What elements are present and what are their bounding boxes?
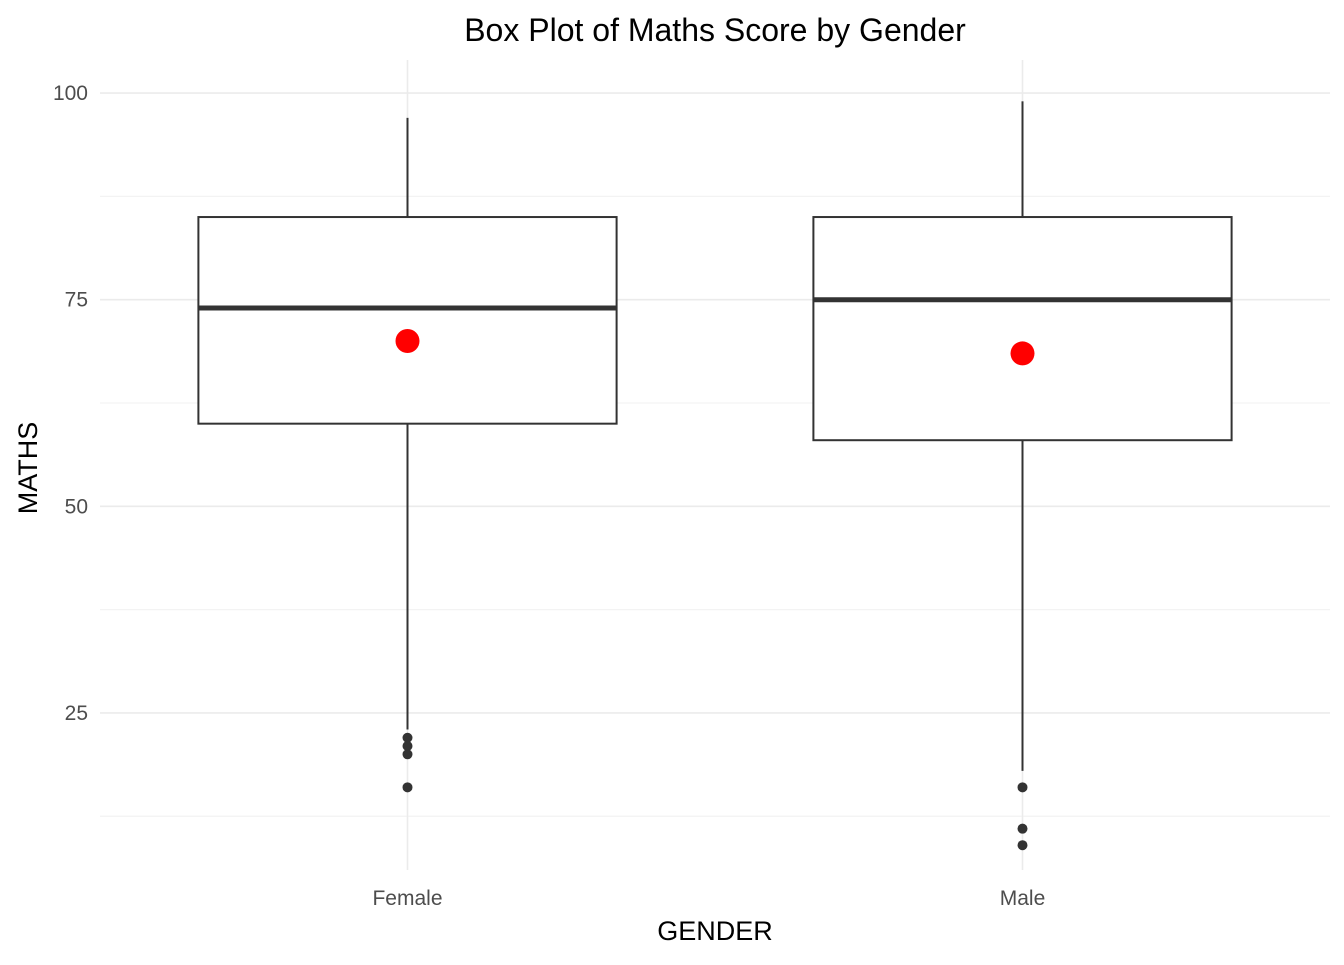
outlier-point bbox=[402, 741, 413, 752]
tick-labels: 25 50 75 100 Female Male bbox=[53, 82, 1045, 910]
outlier-point bbox=[402, 782, 413, 793]
boxes bbox=[197, 101, 1233, 851]
mean-marker bbox=[1010, 341, 1035, 366]
outlier-point bbox=[402, 749, 413, 760]
box-group-female bbox=[197, 117, 618, 793]
x-tick-label: Male bbox=[1000, 887, 1046, 910]
y-tick-label: 25 bbox=[65, 702, 88, 725]
x-tick-label: Female bbox=[372, 887, 442, 910]
outlier-point bbox=[1017, 823, 1028, 834]
outlier-point bbox=[1017, 840, 1028, 851]
y-tick-label: 50 bbox=[65, 495, 88, 518]
iqr-box bbox=[812, 216, 1233, 442]
outlier-point bbox=[1017, 782, 1028, 793]
box-group-male bbox=[812, 101, 1233, 851]
x-axis-title: GENDER bbox=[657, 916, 773, 946]
y-tick-label: 100 bbox=[53, 82, 88, 105]
y-axis-title: MATHS bbox=[13, 422, 43, 515]
mean-marker bbox=[395, 329, 420, 354]
y-tick-label: 75 bbox=[65, 289, 88, 312]
chart-title: Box Plot of Maths Score by Gender bbox=[464, 12, 966, 48]
iqr-box bbox=[197, 216, 618, 425]
outlier-point bbox=[402, 732, 413, 743]
grid bbox=[100, 60, 1330, 870]
